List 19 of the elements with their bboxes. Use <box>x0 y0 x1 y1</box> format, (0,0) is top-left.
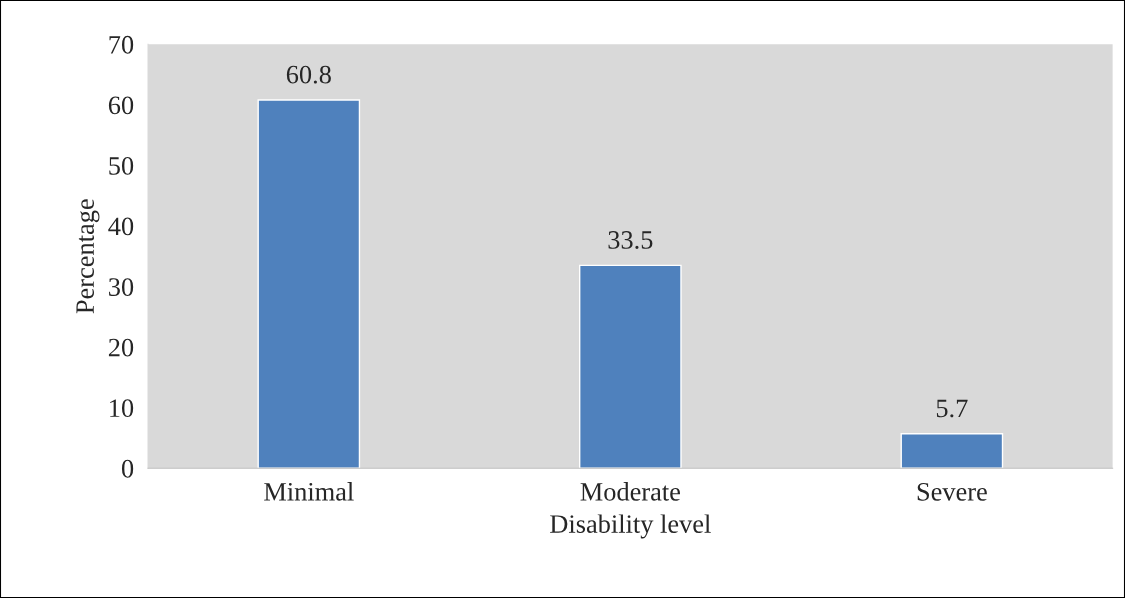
data-label: 5.7 <box>936 399 968 418</box>
x-tick-label: Moderate <box>580 482 680 501</box>
y-tick-label: 70 <box>109 35 134 54</box>
bar <box>579 264 682 469</box>
bar <box>900 433 1004 469</box>
y-tick-label: 40 <box>108 217 134 236</box>
x-tick-label: Minimal <box>264 482 354 501</box>
y-axis-title: Percentage <box>76 199 100 314</box>
data-label: 60.8 <box>286 65 331 84</box>
y-tick-label: 10 <box>110 399 134 418</box>
y-tick-label: 0 <box>121 459 134 478</box>
x-axis-title: Disability level <box>550 514 711 539</box>
x-tick-label: Severe <box>917 482 987 501</box>
y-tick-label: 50 <box>109 157 134 175</box>
y-tick-label: 20 <box>108 338 134 357</box>
y-tick-label: 30 <box>109 278 134 296</box>
bar <box>257 99 361 469</box>
data-label: 33.5 <box>608 231 653 249</box>
y-tick-label: 60 <box>108 96 134 115</box>
